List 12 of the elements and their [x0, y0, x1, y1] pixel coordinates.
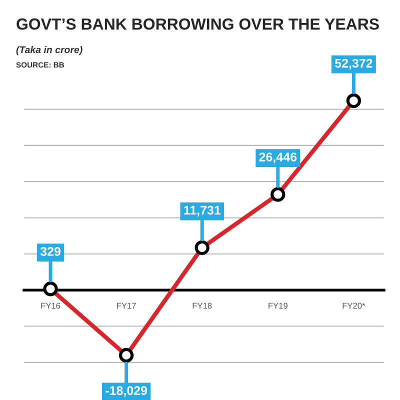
x-tick-label: FY20* — [342, 302, 366, 309]
data-label: 11,731 — [184, 206, 221, 216]
x-tick-label: FY19 — [268, 302, 288, 309]
data-label: 329 — [40, 247, 60, 256]
x-tick-label: FY16 — [41, 302, 60, 309]
x-tick-label: FY17 — [117, 302, 136, 309]
x-tick-label: FY18 — [192, 302, 212, 309]
chart-title: GOVT’S BANK BORROWING OVER THE YEARS — [16, 18, 379, 30]
data-label: -18,029 — [106, 386, 148, 397]
data-label: 52,372 — [334, 58, 372, 70]
data-label: 26,446 — [259, 152, 297, 164]
chart-subtitle: (Taka in crore) — [16, 46, 82, 56]
